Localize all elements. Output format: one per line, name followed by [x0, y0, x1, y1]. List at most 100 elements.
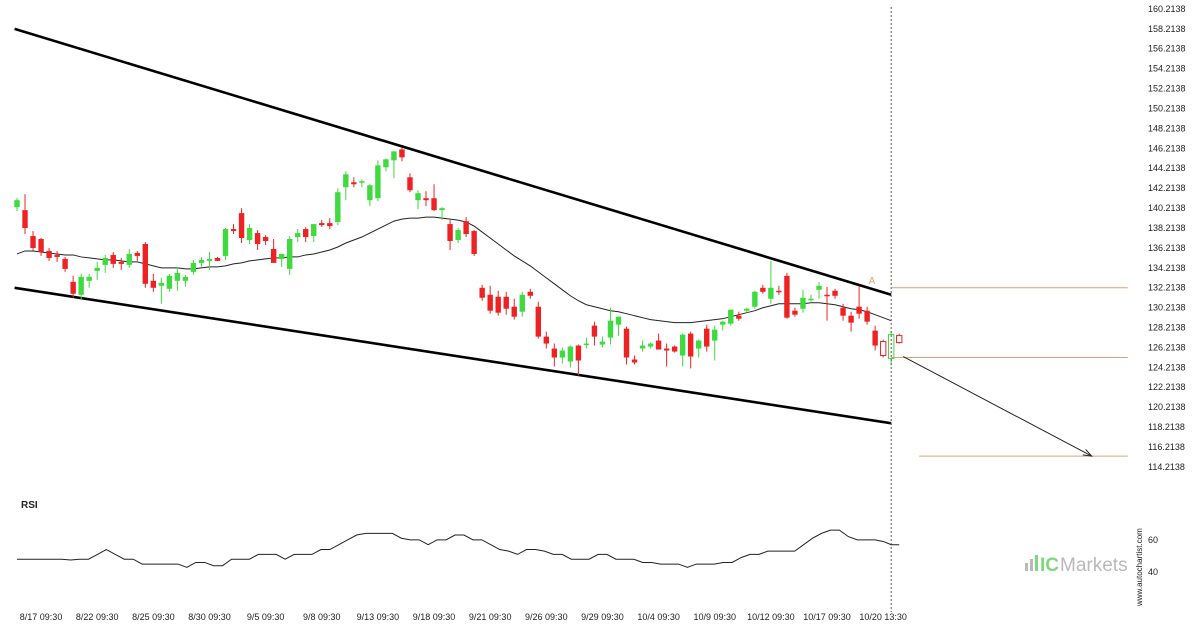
candle: [94, 261, 100, 280]
candle: [70, 275, 76, 298]
candle: [174, 266, 181, 291]
candle-body: [744, 308, 750, 311]
candle: [704, 324, 710, 352]
candle-body: [623, 328, 630, 358]
candle-body: [14, 200, 20, 208]
candle: [78, 273, 84, 300]
x-tick-label: 9/29 09:30: [581, 612, 624, 622]
candle: [14, 198, 20, 212]
candle-body: [864, 310, 870, 322]
candle-body: [768, 287, 774, 299]
candle-body: [174, 272, 181, 281]
candle-body: [246, 228, 253, 241]
candle: [607, 307, 614, 345]
candle-body: [311, 224, 317, 237]
candle-body: [800, 297, 806, 309]
candle: [647, 342, 654, 349]
candle: [471, 230, 477, 256]
watermark-text: www.autochartist.com: [1135, 528, 1144, 607]
candle-body: [455, 230, 461, 241]
candle: [150, 273, 157, 292]
candle-body: [351, 182, 357, 185]
candle: [62, 256, 68, 272]
rsi-line: [17, 529, 900, 568]
y-tick-label: 146.2138: [1148, 143, 1186, 153]
candle: [752, 290, 758, 309]
candle-body: [679, 334, 686, 356]
candle-body: [182, 276, 189, 281]
candle-body: [583, 343, 590, 346]
candle: [86, 273, 92, 288]
y-tick-label: 120.2138: [1148, 402, 1186, 412]
candle-body: [487, 294, 493, 311]
candle: [423, 191, 429, 207]
candle: [808, 294, 814, 302]
candle: [166, 273, 173, 292]
candle-body: [439, 208, 445, 211]
rsi-y-tick-label: 60: [1148, 535, 1158, 545]
candle: [46, 247, 52, 261]
candle: [840, 303, 846, 321]
candle-body: [150, 280, 157, 288]
x-tick-label: 9/18 09:30: [413, 612, 456, 622]
y-tick-label: 126.2138: [1148, 342, 1186, 352]
candle: [511, 298, 517, 320]
y-tick-label: 118.2138: [1148, 422, 1185, 432]
candle-body: [840, 307, 846, 316]
candle: [879, 339, 887, 358]
x-tick-label: 9/13 09:30: [357, 612, 400, 622]
candle-body: [776, 290, 782, 293]
candle-body: [599, 341, 606, 345]
candle: [447, 220, 453, 250]
candle-body: [639, 345, 646, 349]
candle: [198, 256, 205, 267]
candle: [591, 321, 598, 346]
candle: [768, 260, 774, 304]
candle-body: [671, 346, 678, 352]
candle-body: [559, 350, 566, 358]
candle-body: [784, 275, 790, 318]
candle: [415, 190, 421, 210]
candle-body: [407, 177, 413, 191]
candle-body: [335, 192, 341, 223]
candle: [399, 147, 405, 162]
x-tick-label: 10/4 09:30: [637, 612, 680, 622]
candle-body: [327, 223, 333, 227]
candle-body: [856, 306, 862, 314]
candle: [623, 326, 630, 365]
x-tick-label: 8/22 09:30: [76, 612, 119, 622]
candle-body: [134, 252, 140, 256]
candle-body: [383, 159, 389, 168]
candle: [118, 257, 124, 270]
candle: [615, 316, 622, 336]
candle-body: [142, 243, 149, 284]
candle-body: [198, 259, 205, 263]
candle: [856, 285, 862, 319]
y-tick-label: 140.2138: [1148, 203, 1186, 213]
x-tick-label: 8/30 09:30: [188, 612, 231, 622]
candle: [655, 333, 662, 350]
candle: [848, 311, 854, 332]
candle: [744, 307, 750, 313]
candle-body: [872, 330, 878, 346]
candle: [527, 288, 533, 299]
candle: [535, 301, 541, 339]
candle-body: [575, 345, 582, 361]
candle: [311, 224, 317, 242]
candle-body: [696, 340, 702, 349]
candle-body: [303, 229, 309, 238]
candle: [270, 239, 277, 263]
candle: [784, 272, 790, 319]
candle-body: [567, 346, 574, 362]
candle-body: [278, 253, 285, 259]
candle: [687, 331, 694, 369]
candle: [343, 171, 349, 201]
candle-body: [86, 276, 92, 281]
candle-body: [262, 237, 269, 242]
candle: [543, 331, 550, 349]
candle: [246, 224, 253, 244]
y-tick-label: 148.2138: [1148, 123, 1186, 133]
y-tick-label: 138.2138: [1148, 223, 1186, 233]
candle: [367, 184, 373, 207]
